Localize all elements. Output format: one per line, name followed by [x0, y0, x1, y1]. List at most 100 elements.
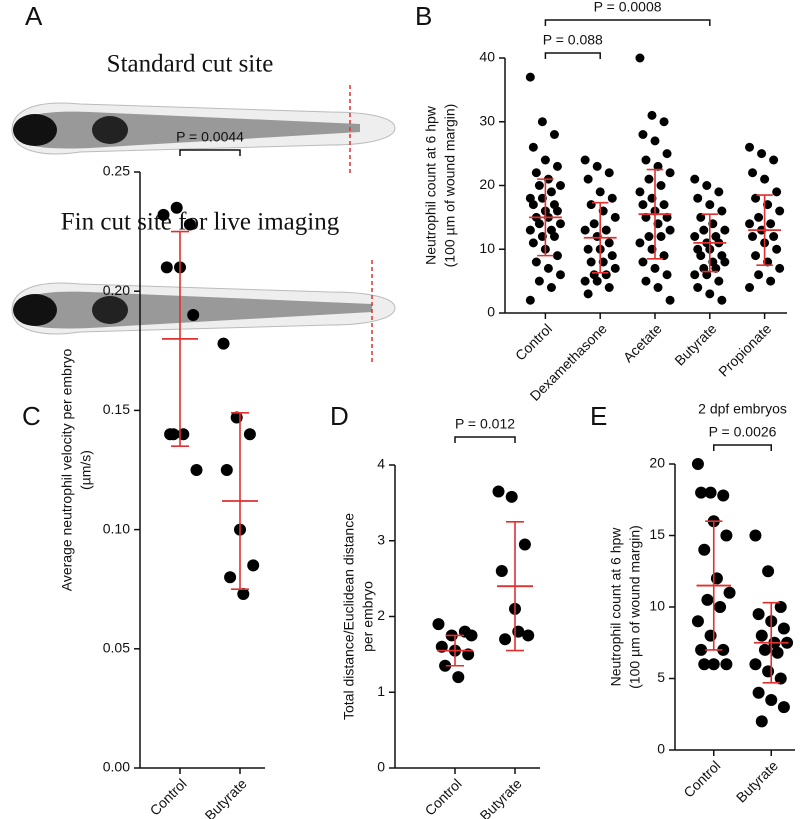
data-point	[589, 219, 599, 229]
data-point	[772, 187, 782, 197]
data-point	[555, 181, 565, 190]
data-point	[690, 174, 700, 184]
p-value: P = 0.0044	[176, 129, 244, 145]
caption: Standard cut site	[107, 51, 274, 78]
data-point	[601, 270, 611, 280]
data-point	[592, 276, 602, 286]
significance-bracket	[179, 149, 241, 156]
y-axis-label: Neutrophil count at 6 hpw	[423, 105, 439, 265]
y-axis-label: per embryo	[360, 581, 376, 652]
data-point	[537, 117, 547, 127]
data-point	[665, 168, 675, 178]
data-point	[247, 559, 260, 572]
y-axis-label: Neutrophil count at 6 hpw	[608, 527, 624, 687]
data-point	[757, 149, 767, 159]
x-tick-label: Control	[147, 775, 190, 818]
data-point	[693, 193, 703, 203]
panel-label: B	[415, 1, 432, 31]
data-point	[592, 161, 602, 171]
data-point	[555, 270, 565, 280]
y-tick-label: 5	[657, 669, 665, 685]
data-point	[745, 283, 755, 292]
data-point	[607, 193, 617, 203]
data-point	[698, 543, 711, 556]
data-point	[518, 538, 531, 551]
x-tick-label: Butyrate	[477, 775, 525, 819]
data-point	[665, 295, 675, 305]
panel-label: E	[590, 401, 607, 431]
y-tick-label: 0.25	[103, 163, 130, 179]
data-point	[777, 622, 790, 635]
data-point	[644, 174, 654, 184]
data-point	[752, 608, 765, 621]
y-tick-label: 0	[657, 741, 665, 757]
data-point	[604, 238, 614, 248]
data-point	[720, 257, 730, 267]
data-point	[641, 155, 651, 165]
data-point	[512, 625, 525, 638]
data-point	[691, 458, 704, 470]
data-point	[167, 428, 180, 441]
significance-bracket	[713, 444, 772, 451]
data-point	[704, 486, 717, 499]
data-point	[580, 276, 590, 286]
data-point	[580, 155, 590, 165]
data-point	[644, 232, 654, 241]
data-point	[754, 270, 764, 280]
data-point	[549, 232, 559, 241]
data-point	[707, 658, 720, 671]
y-tick-label: 10	[649, 598, 665, 614]
data-point	[190, 464, 203, 476]
y-tick-label: 4	[377, 456, 385, 472]
data-point	[653, 283, 663, 292]
data-point	[705, 200, 715, 210]
data-point	[534, 219, 544, 229]
data-point	[635, 53, 645, 63]
data-point	[546, 187, 556, 197]
data-point	[583, 244, 593, 254]
data-point	[748, 232, 758, 241]
x-tick-label: Acetate	[620, 320, 665, 365]
data-point	[586, 257, 596, 267]
data-point	[772, 244, 782, 254]
data-point	[696, 251, 706, 261]
data-point	[586, 200, 596, 210]
data-point	[220, 464, 233, 476]
data-point	[775, 206, 785, 216]
data-point	[522, 629, 535, 642]
data-point	[714, 187, 724, 197]
data-point	[775, 263, 785, 273]
data-point	[653, 161, 663, 171]
data-point	[691, 615, 704, 628]
data-point	[662, 270, 672, 280]
data-point	[755, 715, 768, 728]
y-tick-label: 0.05	[103, 640, 130, 656]
data-point	[695, 486, 708, 499]
data-point	[549, 130, 559, 139]
y-tick-label: 1	[377, 683, 385, 699]
data-point	[717, 206, 727, 216]
data-point	[690, 232, 700, 241]
data-point	[760, 174, 770, 184]
y-tick-label: 15	[649, 526, 665, 542]
y-tick-label: 2	[377, 607, 385, 623]
data-point	[754, 212, 764, 222]
p-value: P = 0.088	[543, 32, 603, 48]
panel-label: D	[330, 401, 349, 431]
data-point	[555, 219, 565, 229]
y-axis-label: (100 µm of wound margin)	[627, 525, 643, 689]
data-point	[766, 219, 776, 229]
x-tick-label: Control	[680, 757, 723, 800]
data-point	[160, 261, 173, 274]
data-point	[699, 225, 709, 235]
data-point	[635, 238, 645, 248]
data-point	[552, 251, 562, 261]
data-point	[499, 633, 512, 646]
data-point	[638, 200, 648, 210]
data-point	[720, 658, 733, 671]
data-point	[659, 117, 669, 127]
data-point	[638, 130, 648, 139]
data-point	[745, 142, 755, 152]
data-point	[665, 225, 675, 235]
data-point	[755, 629, 768, 642]
